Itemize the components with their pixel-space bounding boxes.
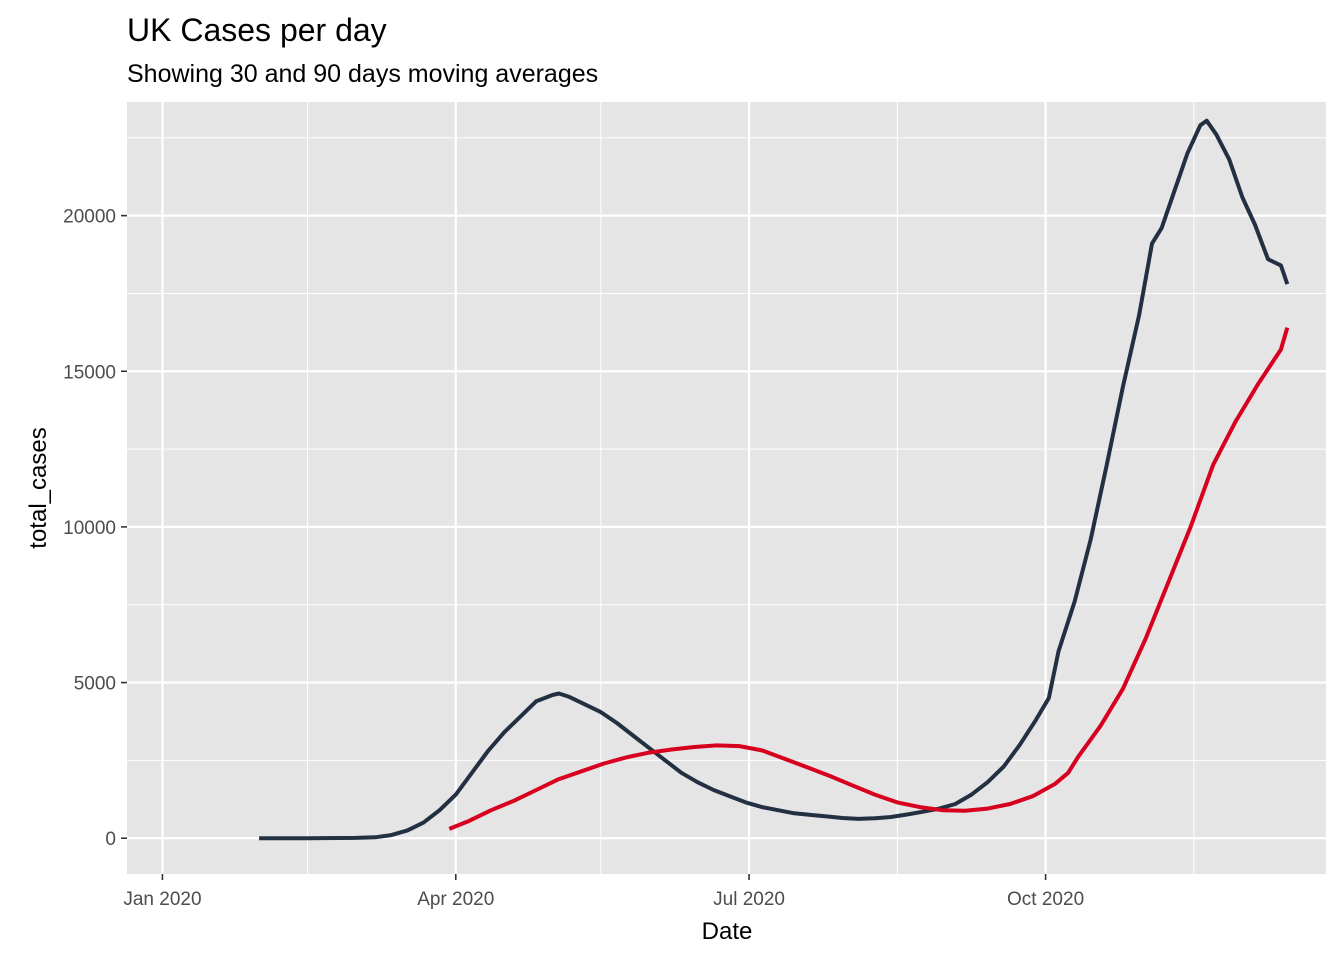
y-axis-title: total_cases	[25, 427, 52, 548]
x-tick-label: Oct 2020	[1007, 889, 1084, 910]
y-axis: 0 5000 10000 15000 20000	[63, 207, 127, 850]
x-tick-label: Apr 2020	[417, 889, 494, 910]
minor-gridlines	[127, 102, 1326, 874]
y-tick-label: 10000	[63, 518, 116, 539]
plot-panel	[127, 102, 1326, 874]
y-tick-label: 20000	[63, 207, 116, 228]
chart-title: UK Cases per day	[127, 12, 387, 48]
y-tick-label: 15000	[63, 362, 116, 383]
x-axis: Jan 2020 Apr 2020 Jul 2020 Oct 2020	[123, 874, 1084, 910]
x-axis-title: Date	[702, 918, 753, 945]
series-layer	[259, 118, 1290, 841]
y-tick-label: 5000	[74, 674, 116, 695]
series-line-1	[259, 118, 1290, 841]
series-line-2	[448, 327, 1290, 831]
y-tick-label: 0	[105, 829, 116, 850]
chart-subtitle: Showing 30 and 90 days moving averages	[127, 60, 598, 88]
x-tick-label: Jan 2020	[123, 889, 201, 910]
x-tick-label: Jul 2020	[713, 889, 785, 910]
